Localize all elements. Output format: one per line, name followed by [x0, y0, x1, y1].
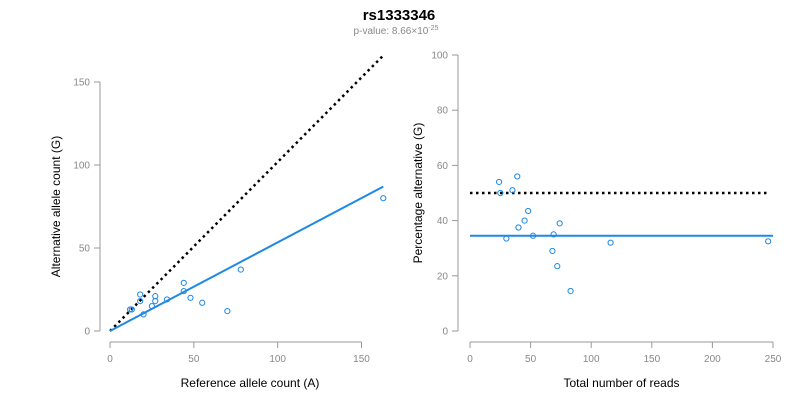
data-point — [567, 287, 574, 295]
y-tick-label: 40 — [437, 216, 449, 227]
y-tick-label: 50 — [79, 244, 91, 255]
x-axis-title: Total number of reads — [563, 376, 679, 390]
data-point — [152, 298, 159, 305]
y-tick-label: 100 — [431, 51, 448, 62]
data-point — [525, 207, 532, 215]
subtitle-pvalue: p-value: 8.66×10 — [354, 26, 429, 37]
data-point — [495, 178, 503, 186]
data-point — [554, 263, 561, 270]
data-point — [199, 299, 206, 306]
x-tick-label: 0 — [107, 354, 113, 365]
data-point — [152, 293, 159, 300]
x-axis-title: Reference allele count (A) — [181, 376, 320, 390]
y-tick-label: 150 — [73, 78, 90, 89]
scatter-plot-counts: 0 50 100 150 0 50 100 150 Reference allele count… — [49, 54, 387, 390]
chart-subtitle: p-value: 8.66×10-25 — [354, 25, 439, 37]
data-point — [180, 288, 187, 295]
data-point — [148, 303, 156, 310]
data-point — [140, 311, 147, 318]
data-point — [550, 231, 557, 238]
x-tick-label: 150 — [353, 354, 370, 365]
x-tick-label: 250 — [765, 354, 782, 365]
data-point — [509, 187, 516, 194]
reference-line-counts — [109, 54, 385, 332]
data-point — [515, 224, 522, 231]
x-tick-label: 100 — [583, 354, 600, 365]
data-point — [514, 173, 521, 180]
y-tick-label: 0 — [442, 327, 448, 338]
y-tick-label: 20 — [437, 271, 449, 282]
data-point — [163, 296, 171, 303]
y-tick-label: 100 — [73, 161, 90, 172]
data-point — [224, 307, 231, 315]
data-point — [187, 294, 194, 301]
y-axis-title: Alternative allele count (G) — [49, 136, 63, 277]
fit-line-counts — [109, 185, 384, 332]
data-point — [128, 306, 135, 313]
chart-title: rs1333346 — [363, 7, 436, 24]
y-tick-label: 60 — [437, 161, 449, 172]
x-tick-label: 200 — [704, 354, 721, 365]
data-point — [380, 195, 387, 202]
data-point — [529, 232, 537, 239]
data-point — [549, 247, 556, 255]
scatter-plot-percentage: 0 50 100 150 200 250 0 20 40 60 80 100 Total number … — [411, 51, 782, 391]
x-tick-label: 0 — [467, 354, 473, 365]
data-point — [607, 239, 614, 246]
data-point — [180, 279, 187, 286]
y-tick-label: 80 — [437, 106, 449, 117]
subtitle-exponent: -25 — [428, 25, 438, 32]
data-point — [137, 291, 144, 298]
y-tick-label: 0 — [84, 327, 90, 338]
x-tick-label: 50 — [188, 354, 200, 365]
data-point — [497, 189, 504, 197]
x-tick-label: 150 — [643, 354, 660, 365]
x-tick-label: 50 — [525, 354, 537, 365]
data-point — [521, 217, 528, 224]
data-point — [237, 266, 244, 273]
x-tick-label: 100 — [269, 354, 286, 365]
y-axis-title: Percentage alternative (G) — [411, 123, 425, 264]
data-point — [137, 298, 144, 305]
data-point — [765, 238, 772, 245]
data-point — [556, 220, 563, 227]
data-point — [503, 235, 510, 242]
